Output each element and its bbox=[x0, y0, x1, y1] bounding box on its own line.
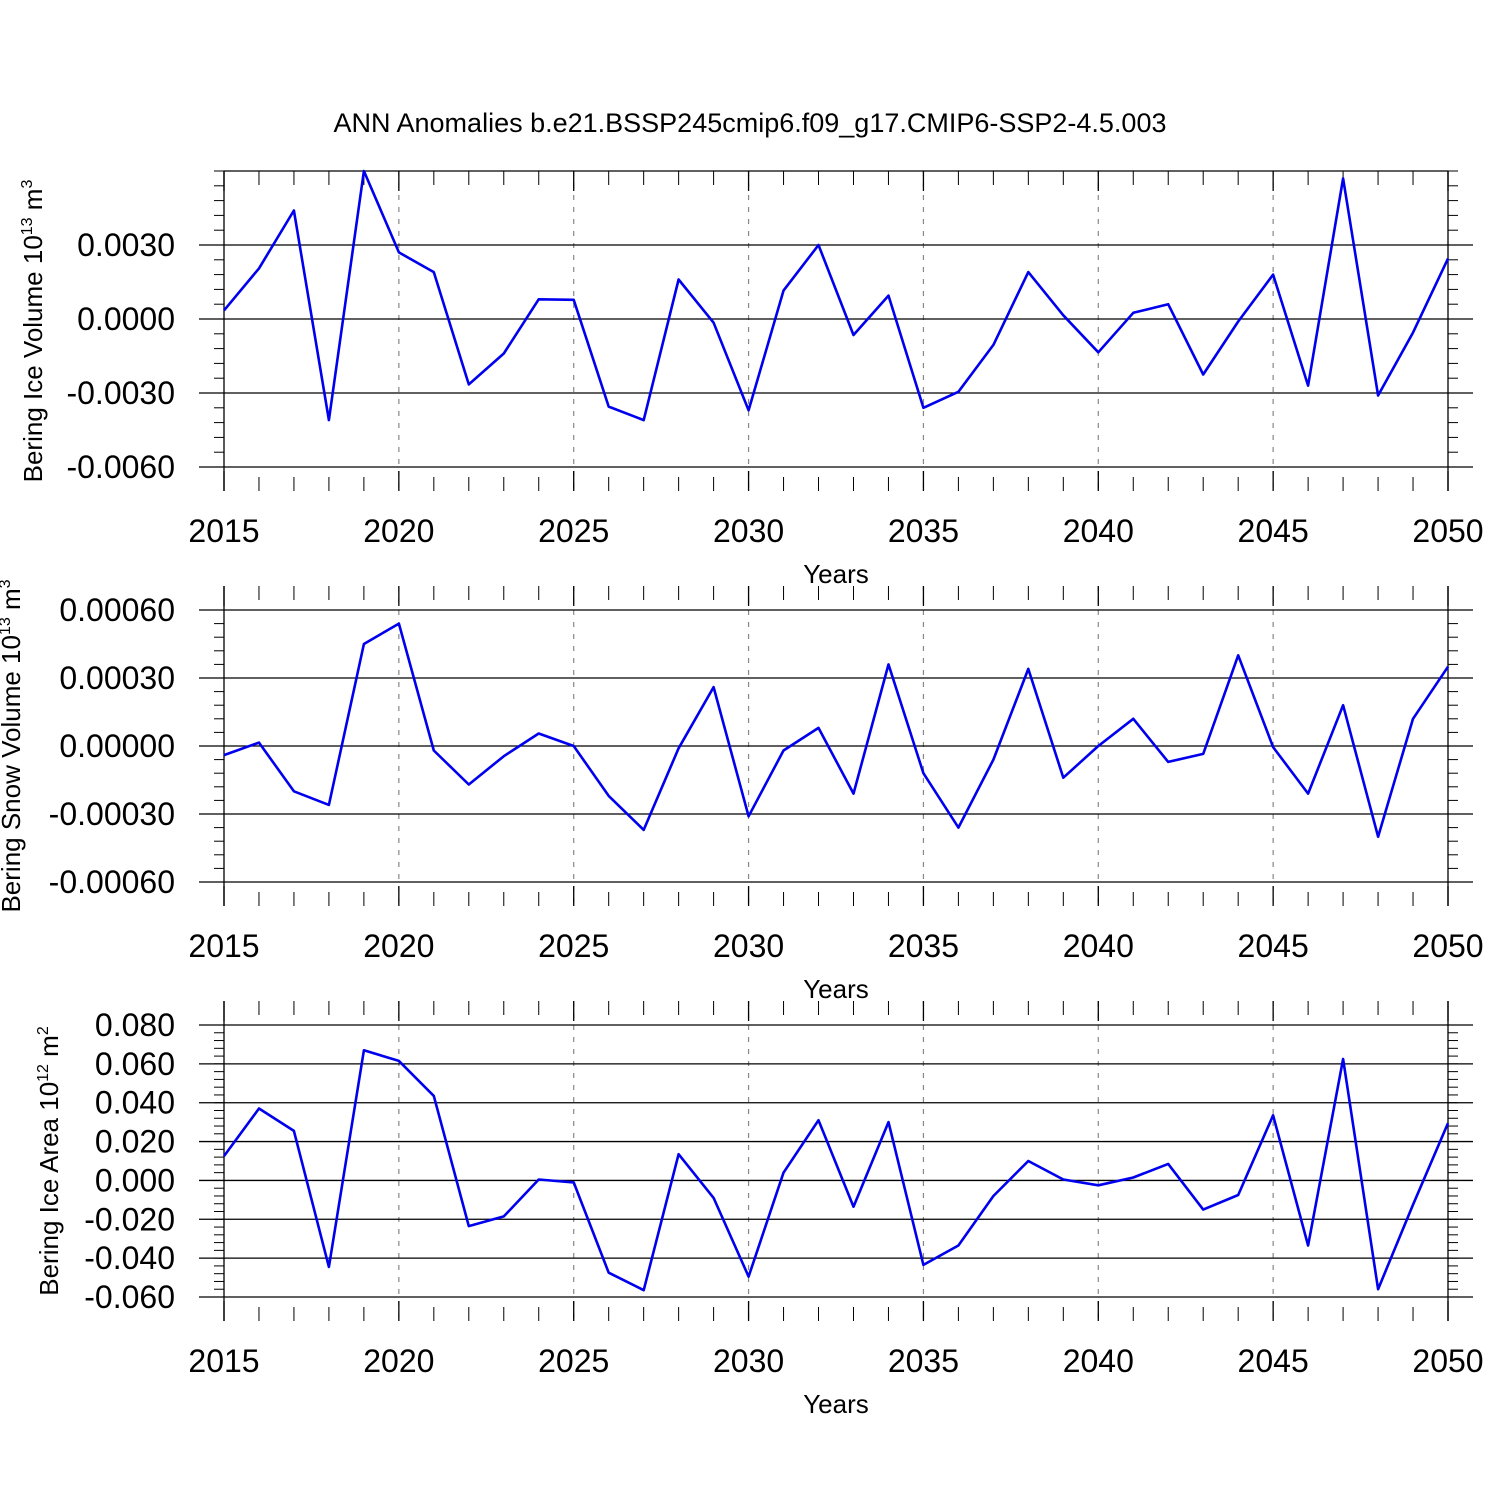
y-axis-label: Bering Snow Volume 1013 m3 bbox=[0, 579, 26, 912]
panel-2: -0.00060 -0.00030 0.00000 0.00030 0.00060 201… bbox=[0, 579, 1484, 1004]
x-tick-label: 2020 bbox=[363, 1343, 434, 1379]
x-tick-label: 2015 bbox=[188, 1343, 259, 1379]
x-tick-label: 2040 bbox=[1063, 1343, 1134, 1379]
x-tick-label: 2015 bbox=[188, 513, 259, 549]
x-tick-label: 2025 bbox=[538, 513, 609, 549]
y-tick-label: 0.0000 bbox=[77, 301, 175, 337]
y-axis-label: Bering Ice Area 1012 m2 bbox=[34, 1026, 64, 1296]
x-tick-label: 2025 bbox=[538, 928, 609, 964]
x-tick-label: 2050 bbox=[1412, 1343, 1483, 1379]
x-tick-label: 2035 bbox=[888, 513, 959, 549]
y-tick-label: 0.000 bbox=[95, 1162, 175, 1198]
series-line bbox=[223, 169, 1450, 422]
x-tick-label: 2030 bbox=[713, 513, 784, 549]
y-tick-label: -0.020 bbox=[84, 1201, 175, 1237]
x-tick-label: 2040 bbox=[1063, 513, 1134, 549]
y-tick-label: -0.00060 bbox=[49, 864, 175, 900]
y-tick-label: 0.060 bbox=[95, 1046, 175, 1082]
y-tick-label: 0.020 bbox=[95, 1124, 175, 1160]
x-axis-label: Years bbox=[803, 974, 869, 1004]
series-line bbox=[222, 1049, 1450, 1292]
panel-1: -0.0060 -0.0030 0.0000 0.0030 2015 2020 2025 20… bbox=[18, 169, 1484, 589]
x-tick-label: 2045 bbox=[1238, 1343, 1309, 1379]
x-tick-label: 2025 bbox=[538, 1343, 609, 1379]
x-tick-label: 2045 bbox=[1238, 928, 1309, 964]
x-tick-label: 2030 bbox=[713, 928, 784, 964]
series-line bbox=[223, 622, 1450, 839]
y-tick-label: 0.00030 bbox=[59, 660, 175, 696]
y-tick-label: 0.00000 bbox=[59, 728, 175, 764]
y-tick-label: -0.0030 bbox=[66, 375, 175, 411]
x-tick-label: 2050 bbox=[1412, 928, 1483, 964]
x-tick-label: 2020 bbox=[363, 513, 434, 549]
x-tick-label: 2040 bbox=[1063, 928, 1134, 964]
y-axis-label: Bering Ice Volume 1013 m3 bbox=[18, 180, 48, 483]
x-tick-label: 2030 bbox=[713, 1343, 784, 1379]
x-tick-label: 2020 bbox=[363, 928, 434, 964]
x-tick-label: 2050 bbox=[1412, 513, 1483, 549]
x-tick-label: 2035 bbox=[888, 1343, 959, 1379]
y-tick-label: -0.040 bbox=[84, 1240, 175, 1276]
x-tick-label: 2015 bbox=[188, 928, 259, 964]
y-tick-label: -0.0060 bbox=[66, 449, 175, 485]
y-tick-label: -0.00030 bbox=[49, 796, 175, 832]
y-tick-label: 0.080 bbox=[95, 1007, 175, 1043]
figure-title: ANN Anomalies b.e21.BSSP245cmip6.f09_g17… bbox=[334, 108, 1167, 138]
y-tick-label: 0.040 bbox=[95, 1085, 175, 1121]
y-tick-label: 0.00060 bbox=[59, 592, 175, 628]
x-axis-label: Years bbox=[803, 1389, 869, 1419]
x-tick-label: 2045 bbox=[1238, 513, 1309, 549]
y-tick-label: 0.0030 bbox=[77, 227, 175, 263]
panel-3: -0.060-0.040-0.0200.0000.0200.0400.0600.… bbox=[34, 1001, 1484, 1419]
y-tick-label: -0.060 bbox=[84, 1279, 175, 1315]
x-axis-label: Years bbox=[803, 559, 869, 589]
x-tick-label: 2035 bbox=[888, 928, 959, 964]
